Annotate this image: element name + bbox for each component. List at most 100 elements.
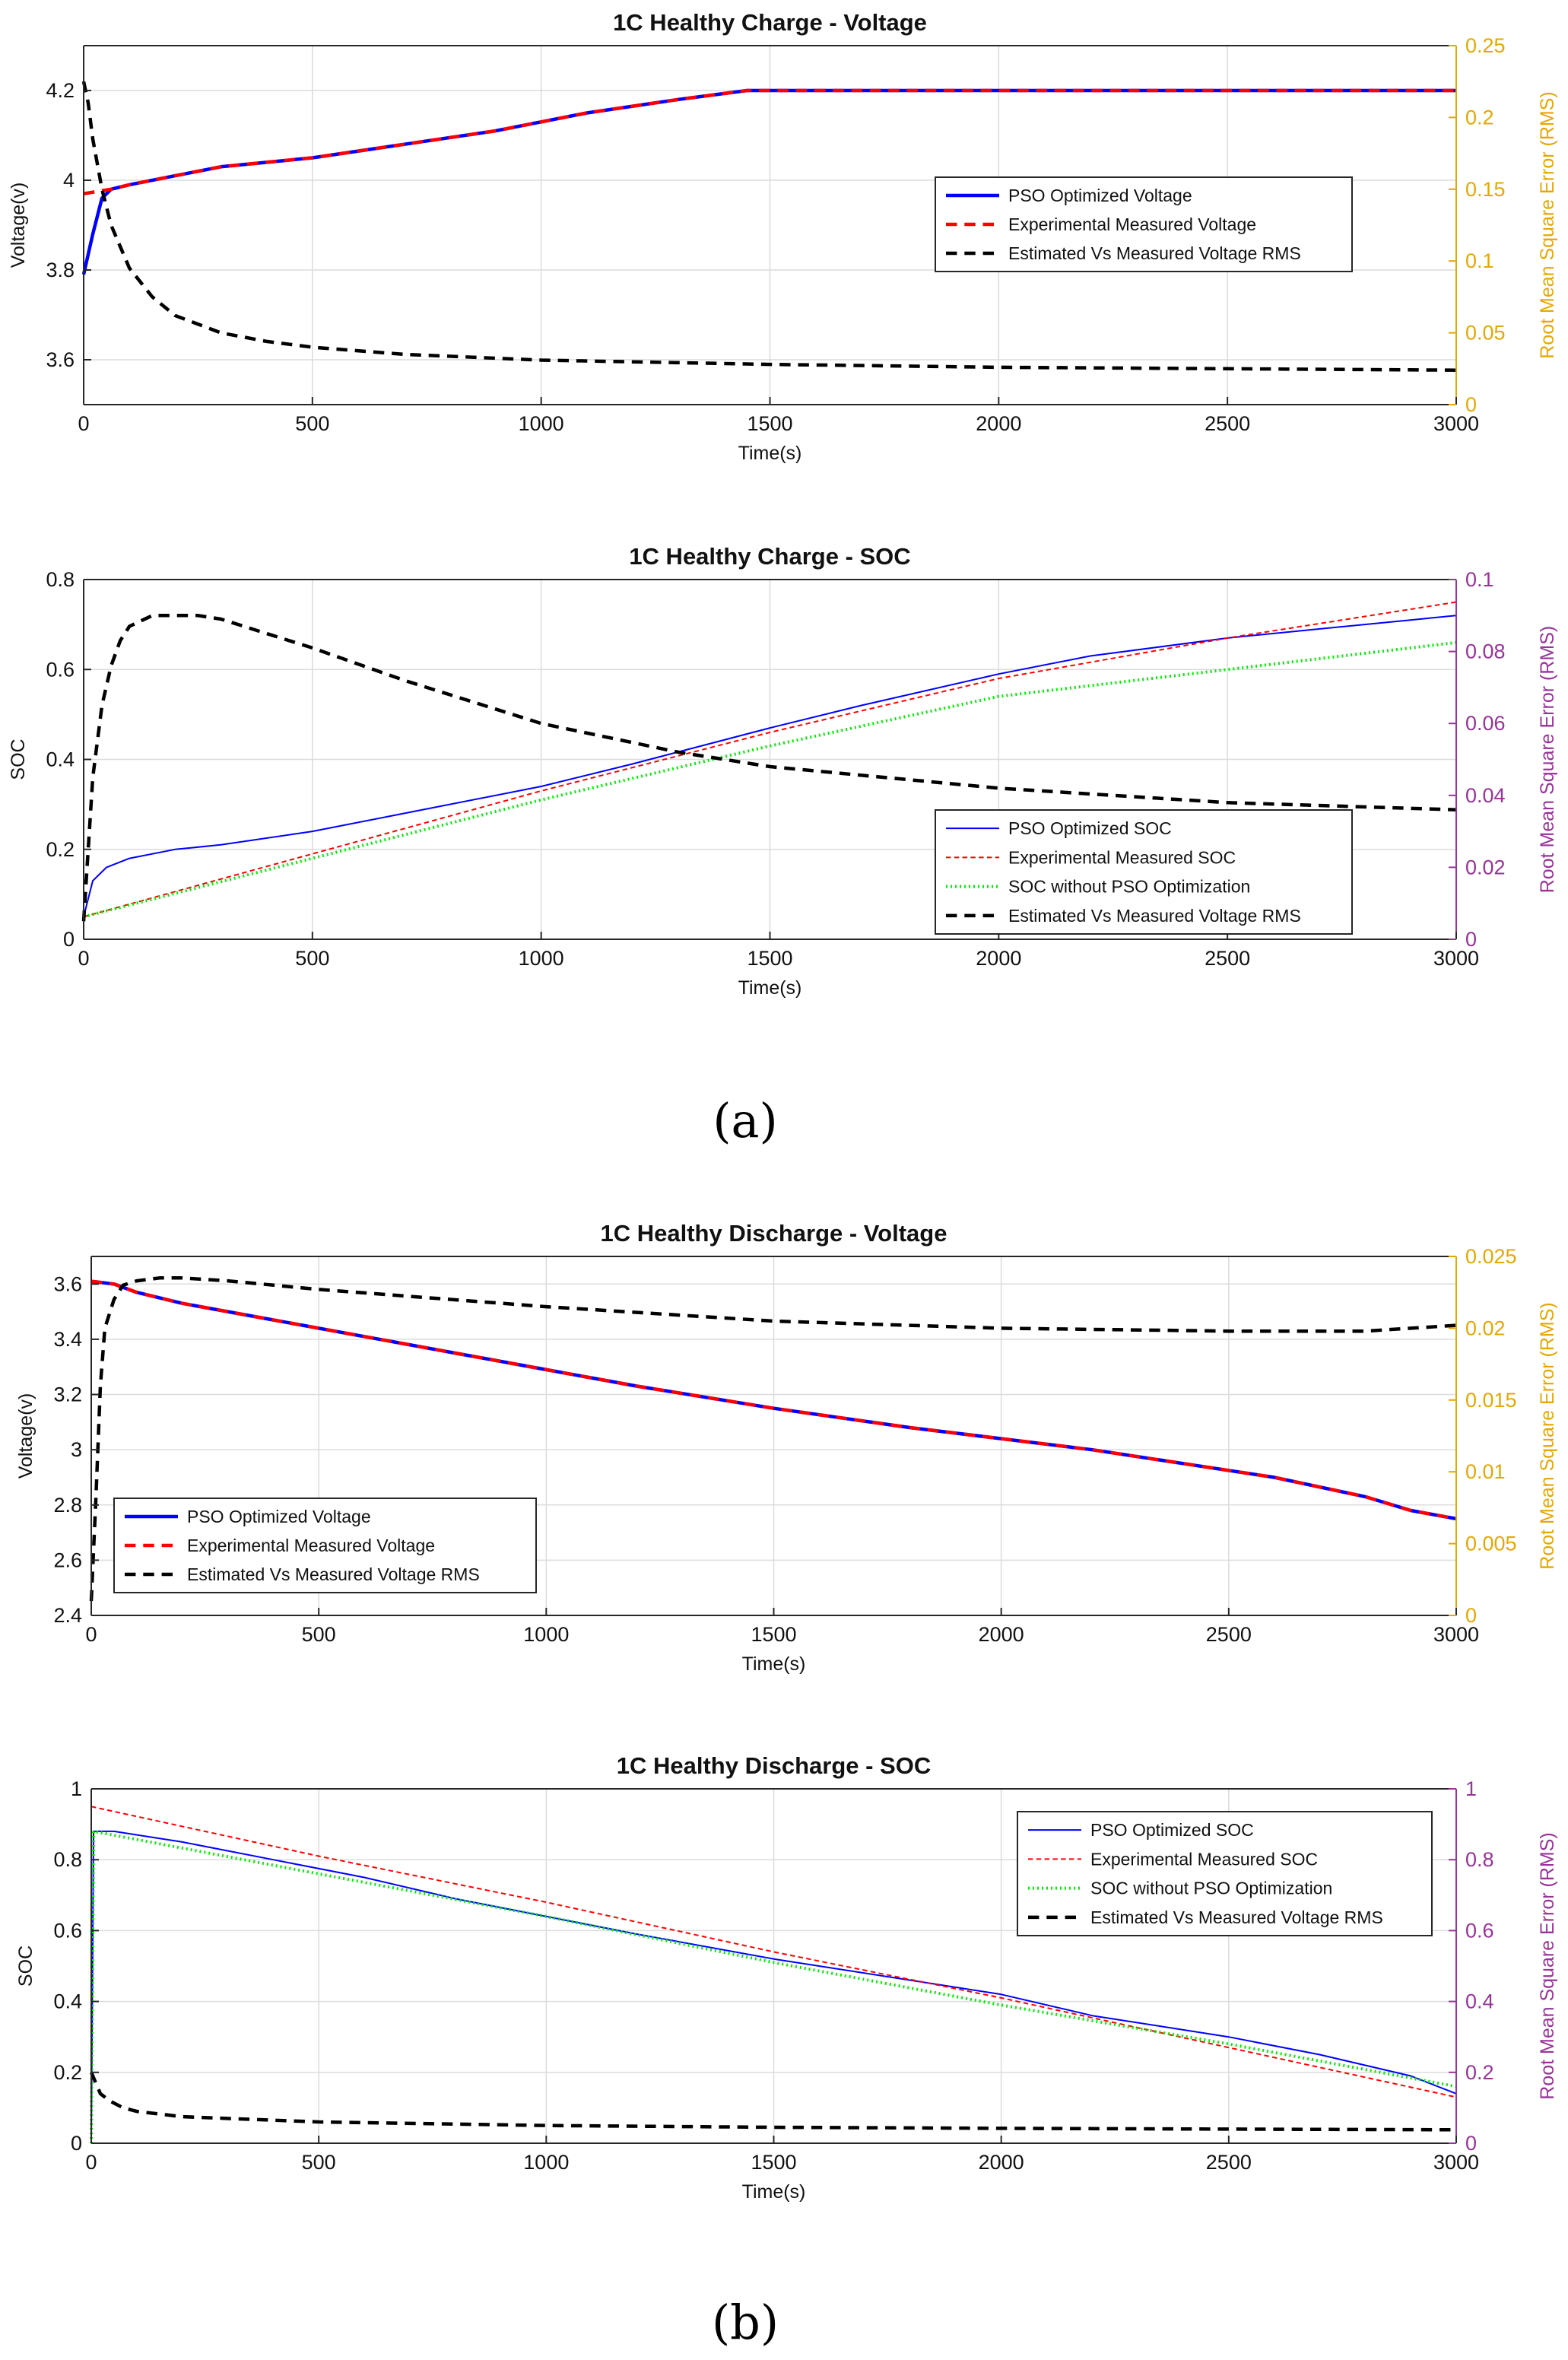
chart-title: 1C Healthy Discharge - Voltage: [601, 1220, 947, 1247]
y-tick-label: 3.2: [53, 1383, 82, 1406]
y2-tick-label: 1: [1465, 1777, 1477, 1800]
legend-label-0: PSO Optimized Voltage: [187, 1507, 371, 1526]
legend-label-2: SOC without PSO Optimization: [1090, 1879, 1332, 1898]
y-tick-label: 4.2: [46, 79, 75, 102]
x-tick-label: 3000: [1433, 412, 1479, 435]
y-tick-label: 0: [63, 928, 75, 951]
y2-tick-label: 0.15: [1465, 178, 1506, 201]
y-tick-label: 0.4: [46, 748, 75, 771]
chart-discharge-voltage: 0 500 1000 1500 2000 2500 3000 2.4 2.6 2.8 3 3.2 3.4…: [15, 1220, 1558, 1675]
y2-tick-label: 0.08: [1465, 640, 1506, 663]
chart-title: 1C Healthy Charge - Voltage: [613, 9, 927, 36]
y2-axis-label: Root Mean Square Error (RMS): [1537, 91, 1558, 359]
y2-tick-label: 0: [1465, 1604, 1477, 1627]
x-tick-label: 0: [78, 947, 89, 970]
legend-label-2: Estimated Vs Measured Voltage RMS: [1008, 243, 1301, 263]
y-axis-label: Voltage(v): [15, 1393, 37, 1479]
series-line-1: [83, 601, 1457, 918]
chart-charge-soc: 0 500 1000 1500 2000 2500 300000.20.40.60.800.…: [8, 543, 1558, 999]
x-axis-label: Time(s): [738, 977, 802, 999]
y2-tick-label: 0.02: [1465, 856, 1506, 878]
y-tick-label: 0.4: [53, 1990, 82, 2013]
y2-axis-label: Root Mean Square Error (RMS): [1537, 1832, 1558, 2100]
y2-axis-label: Root Mean Square Error (RMS): [1537, 626, 1558, 894]
y2-tick-label: 0: [1465, 2132, 1477, 2155]
y2-axis-label: Root Mean Square Error (RMS): [1537, 1302, 1558, 1570]
x-tick-label: 2000: [979, 1623, 1024, 1646]
legend-label-2: SOC without PSO Optimization: [1008, 877, 1250, 897]
series-line-3: [81, 614, 1457, 922]
x-tick-label: 0: [78, 412, 89, 435]
legend-box: [113, 1498, 537, 1593]
y2-tick-label: 0: [1465, 393, 1477, 416]
y2-tick-label: 0.25: [1465, 34, 1506, 57]
x-tick-label: 0: [85, 1623, 97, 1646]
y-tick-label: 0.8: [46, 568, 75, 591]
series-line-2: [89, 1276, 1457, 1602]
x-tick-label: 2500: [1205, 412, 1250, 435]
legend-label-3: Estimated Vs Measured Voltage RMS: [1090, 1907, 1383, 1927]
x-tick-label: 1000: [523, 2151, 569, 2174]
y2-tick-label: 0.015: [1465, 1389, 1517, 1412]
x-tick-label: 2500: [1206, 2151, 1252, 2174]
x-tick-label: 1500: [747, 412, 792, 435]
x-axis-label: Time(s): [742, 1653, 806, 1675]
legend-label-1: Experimental Measured SOC: [1090, 1849, 1318, 1869]
legend-label-1: Experimental Measured SOC: [1008, 847, 1236, 867]
legend-box: [935, 809, 1353, 935]
y2-tick-label: 0.02: [1465, 1317, 1506, 1339]
y2-tick-label: 0.2: [1465, 106, 1494, 129]
y-axis-label: SOC: [8, 738, 29, 780]
x-tick-label: 500: [302, 1623, 336, 1646]
chart-discharge-soc: 0 500 1000 1500 2000 2500 300000.20.40.60.8100…: [15, 1752, 1558, 2203]
x-tick-label: 1500: [751, 2151, 796, 2174]
series-line-2: [83, 640, 1457, 919]
caption-b: (b): [712, 2295, 779, 2350]
series-line-0: [83, 615, 1457, 917]
y2-tick-label: 0.06: [1465, 712, 1506, 735]
legend: PSO Optimized Voltage Experimental Measur…: [113, 1498, 537, 1593]
x-tick-label: 2000: [976, 947, 1021, 970]
y-tick-label: 0.6: [46, 658, 75, 681]
y2-tick-label: 0.1: [1465, 568, 1494, 591]
legend-label-3: Estimated Vs Measured Voltage RMS: [1008, 906, 1301, 926]
x-tick-label: 1500: [751, 1623, 796, 1646]
legend-label-1: Experimental Measured Voltage: [1008, 214, 1256, 234]
y-tick-label: 0.8: [53, 1848, 82, 1871]
legend-label-0: PSO Optimized SOC: [1090, 1820, 1254, 1840]
legend: PSO Optimized SOC Experimental Measured S…: [935, 809, 1353, 935]
x-tick-label: 2000: [979, 2151, 1024, 2174]
legend-box: [935, 176, 1353, 272]
y2-tick-label: 0.05: [1465, 322, 1506, 345]
y-tick-label: 0.2: [46, 838, 75, 861]
y-axis-label: Voltage(v): [8, 183, 29, 268]
x-axis-label: Time(s): [738, 443, 802, 464]
x-tick-label: 500: [295, 947, 329, 970]
legend-box: [1017, 1811, 1433, 1936]
y2-tick-label: 0: [1465, 928, 1477, 951]
y-axis-label: SOC: [15, 1945, 37, 1987]
y2-tick-label: 0.6: [1465, 1919, 1494, 1942]
legend: PSO Optimized Voltage Experimental Measur…: [935, 176, 1353, 272]
x-tick-label: 0: [85, 2151, 97, 2174]
legend-label-2: Estimated Vs Measured Voltage RMS: [187, 1564, 480, 1584]
chart-title: 1C Healthy Discharge - SOC: [617, 1752, 931, 1779]
y-tick-label: 3.4: [53, 1328, 82, 1351]
series-line-1: [90, 1806, 1457, 2098]
y2-tick-label: 0.8: [1465, 1848, 1494, 1871]
x-tick-label: 3000: [1433, 947, 1479, 970]
x-tick-label: 1500: [747, 947, 792, 970]
x-tick-label: 3000: [1433, 1623, 1479, 1646]
y-tick-label: 4: [63, 169, 75, 192]
series-line-2: [90, 1829, 1457, 2144]
y-tick-label: 3.8: [46, 259, 75, 281]
y-tick-label: 0: [71, 2132, 82, 2155]
y2-tick-label: 0.2: [1465, 2061, 1494, 2084]
x-tick-label: 1000: [519, 947, 564, 970]
x-tick-label: 3000: [1433, 2151, 1479, 2174]
y2-tick-label: 0.005: [1465, 1533, 1517, 1555]
series-line-3: [89, 2071, 1457, 2132]
series-line-0: [90, 1830, 1457, 2144]
